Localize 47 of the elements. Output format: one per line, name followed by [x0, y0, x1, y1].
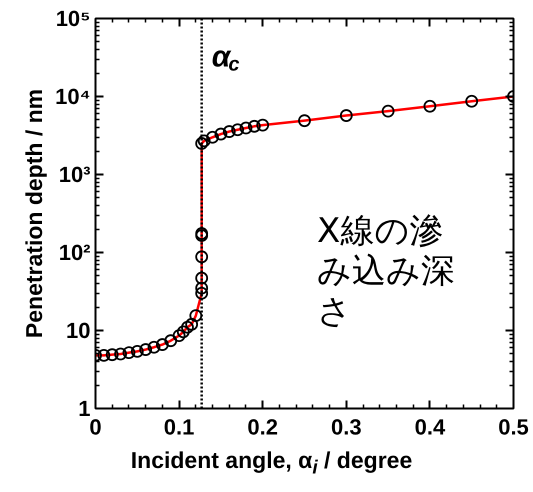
x-tick-label: 0.2	[247, 414, 278, 440]
point	[256, 118, 270, 132]
x-tick-label: 0.1	[164, 414, 194, 440]
x-axis-title: Incident angle, α$_{i}$ / degree	[130, 446, 412, 481]
point	[195, 282, 208, 294]
point	[176, 325, 190, 338]
point	[172, 329, 186, 342]
point	[106, 348, 119, 362]
point	[164, 334, 178, 348]
y-tick-label: 10	[66, 318, 91, 343]
point	[206, 130, 219, 144]
point	[122, 346, 136, 360]
point	[97, 348, 110, 362]
point	[231, 123, 244, 136]
point	[195, 250, 208, 264]
point	[222, 125, 236, 138]
point	[195, 137, 208, 150]
y-tick-label: 10³	[58, 162, 90, 187]
point	[130, 344, 144, 358]
point	[424, 100, 436, 113]
x-tick-label: 0	[89, 414, 102, 440]
y-tick-label: 10²	[58, 240, 90, 265]
point	[189, 309, 202, 322]
point	[139, 343, 152, 356]
point	[114, 348, 127, 360]
point	[340, 109, 353, 122]
point	[156, 338, 169, 351]
x-tick-label: 0.5	[498, 414, 529, 440]
y-tick-label: 1	[78, 396, 91, 421]
point	[465, 94, 478, 108]
y-tick-label: 10⁴	[55, 84, 91, 109]
y-axis-title: Penetration depth / nm	[21, 88, 48, 338]
point	[248, 120, 261, 133]
y-tick-label: 10⁵	[56, 6, 91, 31]
x-tick-label: 0.3	[331, 414, 362, 440]
point	[298, 114, 311, 128]
x-tick-label: 0.4	[414, 414, 446, 440]
point	[195, 272, 208, 284]
point	[214, 128, 228, 140]
point	[185, 318, 198, 331]
point	[148, 340, 160, 354]
annotation: X線の滲み込み深さ	[317, 210, 456, 332]
point	[198, 134, 211, 148]
point	[195, 286, 208, 300]
point	[181, 320, 194, 334]
point	[240, 122, 252, 134]
point	[382, 104, 394, 118]
